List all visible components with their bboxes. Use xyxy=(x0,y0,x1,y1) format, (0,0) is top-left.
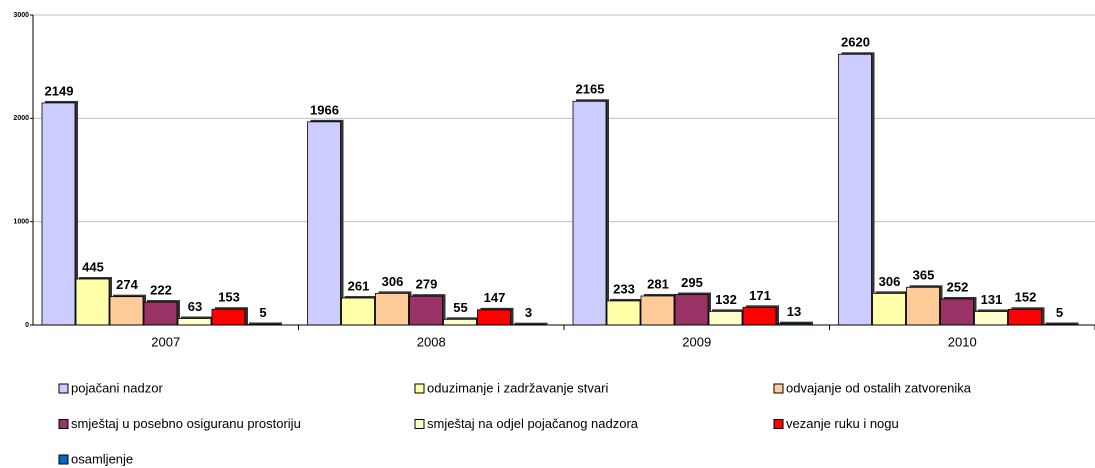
bar xyxy=(572,100,607,326)
bar xyxy=(974,311,1008,326)
data-label: 252 xyxy=(947,279,969,294)
x-tick-label: 2010 xyxy=(948,334,977,349)
bar xyxy=(143,301,178,326)
data-label: 147 xyxy=(484,290,506,305)
bar xyxy=(674,294,709,326)
data-label: 171 xyxy=(749,288,771,303)
legend-label: pojačani nadzor xyxy=(71,380,163,395)
legend-swatch xyxy=(773,383,784,394)
legend-label: odvajanje od ostalih zatvorenika xyxy=(786,380,972,395)
legend-label: smještaj na odjel pojačanog nadzora xyxy=(427,416,639,431)
legend-label: vezanje ruku i nogu xyxy=(786,416,899,431)
data-label: 132 xyxy=(715,292,737,307)
data-label: 2620 xyxy=(841,35,870,50)
data-label: 13 xyxy=(787,304,801,319)
bar xyxy=(443,318,477,326)
bar-shadow xyxy=(1045,322,1079,325)
data-label: 306 xyxy=(879,274,901,289)
bar-shadow xyxy=(249,322,282,325)
data-label: 222 xyxy=(150,282,172,297)
bar xyxy=(742,306,777,326)
bar-shadow xyxy=(514,322,548,325)
bar xyxy=(375,292,409,326)
bar xyxy=(341,297,375,326)
bar xyxy=(75,278,110,326)
bar xyxy=(41,102,76,326)
x-tick-label: 2009 xyxy=(682,334,711,349)
bar xyxy=(940,298,974,326)
data-label: 1966 xyxy=(310,102,339,117)
y-tick-label: 2000 xyxy=(13,115,29,122)
bar xyxy=(606,300,641,326)
bar xyxy=(708,310,743,326)
legend-swatch xyxy=(58,454,69,465)
data-label: 5 xyxy=(1056,305,1063,320)
data-label: 3 xyxy=(525,305,532,320)
data-label: 445 xyxy=(82,259,104,274)
bar xyxy=(211,308,246,326)
data-label: 63 xyxy=(188,299,202,314)
data-label: 131 xyxy=(981,292,1003,307)
legend-label: smještaj u posebno osiguranu prostoriju xyxy=(71,416,301,431)
y-tick-label: 1000 xyxy=(13,219,29,226)
y-tick-label: 0 xyxy=(25,322,29,329)
data-label: 152 xyxy=(1015,290,1037,305)
legend-label: oduzimanje i zadržavanje stvari xyxy=(427,380,608,395)
data-label: 306 xyxy=(382,274,404,289)
data-label: 274 xyxy=(116,277,138,292)
legend-swatch xyxy=(414,419,425,429)
data-label: 281 xyxy=(647,276,669,291)
bar xyxy=(477,309,511,326)
legend-swatch xyxy=(58,383,69,394)
x-tick-label: 2007 xyxy=(151,334,180,349)
bar xyxy=(906,286,940,326)
bar xyxy=(109,296,144,326)
data-label: 261 xyxy=(348,278,370,293)
bar xyxy=(409,295,443,326)
data-label: 295 xyxy=(681,275,703,290)
bar xyxy=(838,53,872,326)
data-label: 5 xyxy=(259,305,266,320)
data-label: 55 xyxy=(453,300,467,315)
data-label: 279 xyxy=(416,277,438,292)
bar xyxy=(872,292,906,326)
x-tick-label: 2008 xyxy=(417,334,446,349)
data-label: 153 xyxy=(218,290,240,305)
data-label: 233 xyxy=(613,281,635,296)
bar xyxy=(1008,308,1042,326)
legend-swatch xyxy=(414,383,425,394)
bar xyxy=(307,121,341,326)
legend-label: osamljenje xyxy=(71,451,133,466)
bar xyxy=(640,295,675,326)
data-label: 365 xyxy=(913,268,935,283)
legend-swatch xyxy=(58,419,69,429)
bar xyxy=(177,318,212,326)
y-tick-label: 3000 xyxy=(13,12,29,19)
data-label: 2149 xyxy=(45,83,74,98)
legend-swatch xyxy=(773,419,784,429)
data-label: 2165 xyxy=(576,82,605,97)
